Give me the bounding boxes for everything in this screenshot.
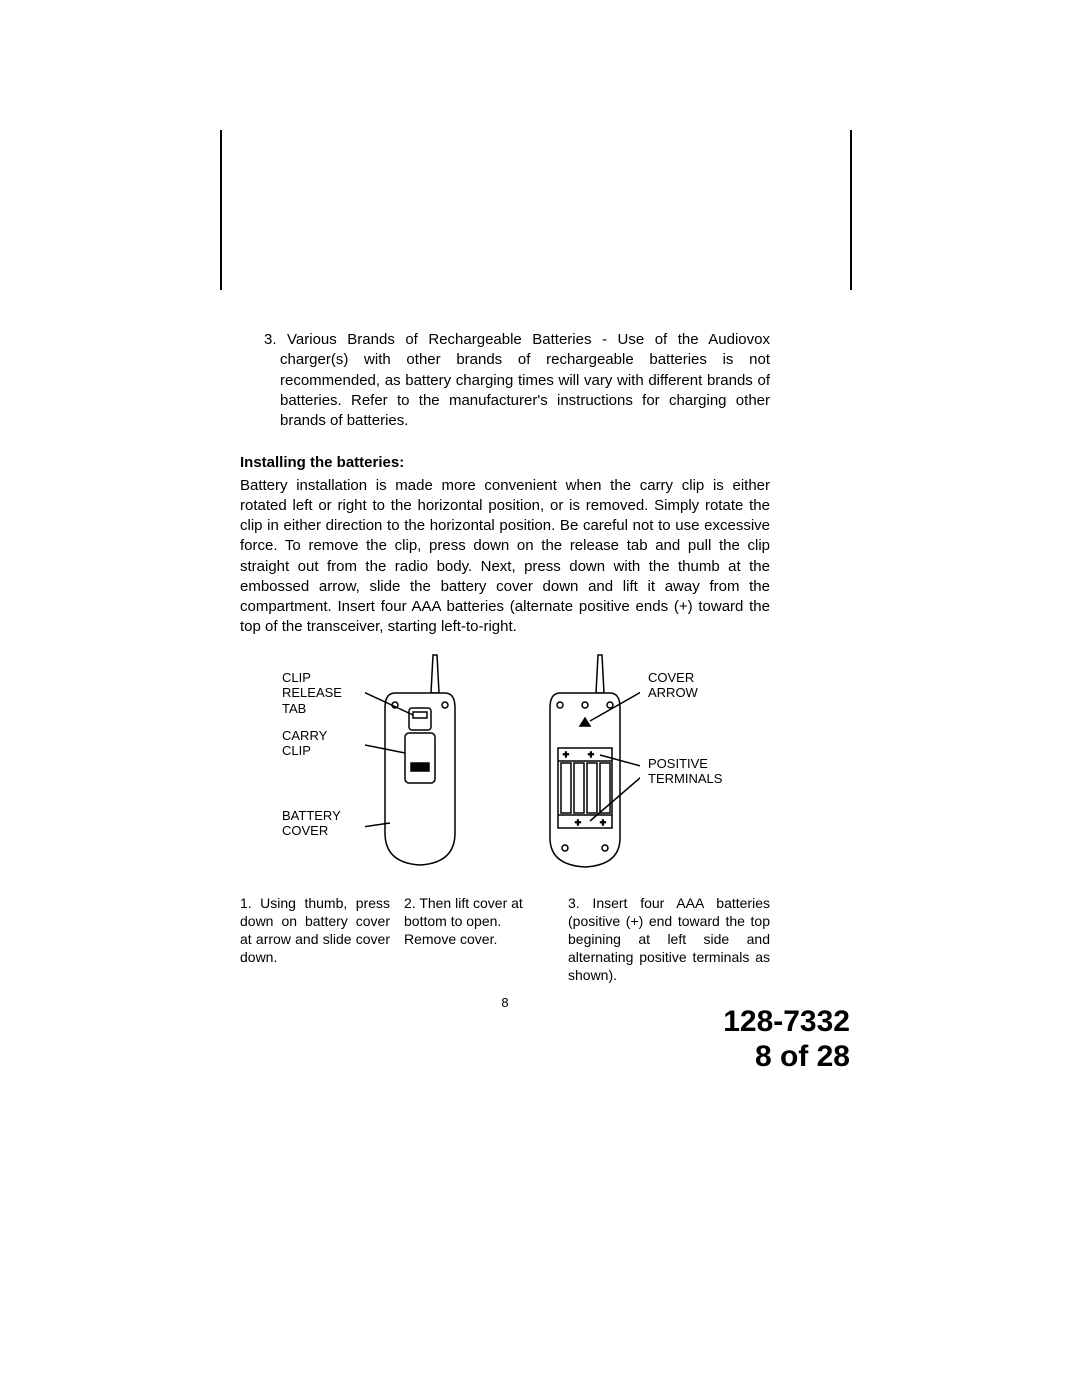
label-positive-terminals: POSITIVE TERMINALS: [648, 756, 738, 787]
step-3: 3. Insert four AAA batteries (positive (…: [568, 894, 770, 985]
footer-doc-number: 128-7332: [0, 1005, 850, 1040]
section-heading: Installing the batteries:: [240, 453, 770, 473]
svg-text:+: +: [600, 818, 606, 829]
svg-text:+: +: [588, 750, 594, 761]
content-block: 3. Various Brands of Rechargeable Batter…: [240, 330, 770, 1012]
footer-page-of: 8 of 28: [0, 1040, 850, 1075]
steps-row: 1. Using thumb, press down on battery co…: [240, 894, 770, 985]
footer-block: 128-7332 8 of 28: [0, 1005, 850, 1074]
label-clip-release-tab: CLIP RELEASE TAB: [282, 670, 352, 717]
svg-text:+: +: [575, 818, 581, 829]
diagram-area: CLIP RELEASE TAB CARRY CLIP BATTERY COVE…: [240, 648, 770, 888]
crop-mark: [850, 130, 852, 290]
step-1: 1. Using thumb, press down on battery co…: [240, 894, 390, 985]
svg-text:+: +: [563, 750, 569, 761]
label-carry-clip: CARRY CLIP: [282, 728, 342, 759]
device-right-illustration: + + + +: [530, 653, 640, 873]
list-item-3: 3. Various Brands of Rechargeable Batter…: [240, 330, 770, 431]
label-cover-arrow: COVER ARROW: [648, 670, 728, 701]
crop-mark: [220, 130, 222, 290]
step-2: 2. Then lift cover at bottom to open. Re…: [404, 894, 554, 985]
device-left-illustration: [365, 653, 475, 873]
manual-page: 3. Various Brands of Rechargeable Batter…: [0, 0, 1080, 1397]
label-battery-cover: BATTERY COVER: [282, 808, 352, 839]
section-body: Battery installation is made more conven…: [240, 476, 770, 638]
